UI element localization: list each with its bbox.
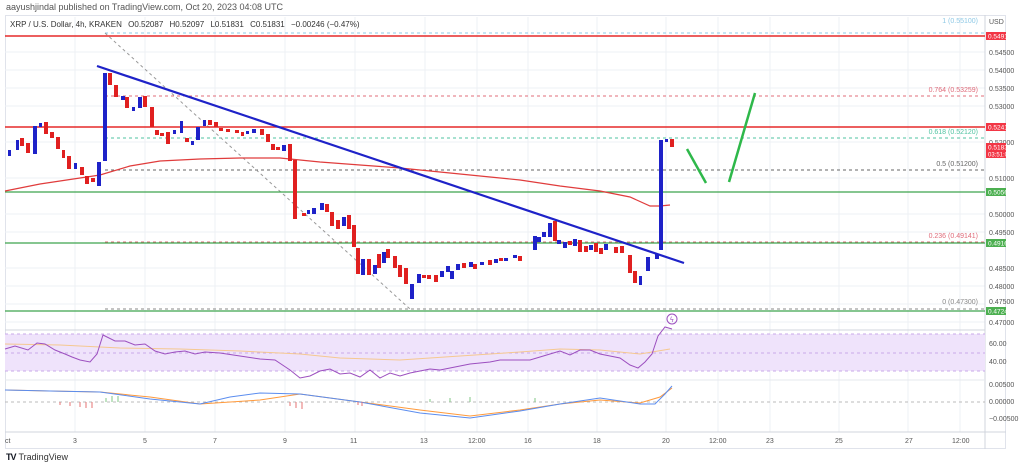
price-tick: 0.53000	[989, 104, 1014, 111]
svg-text:9: 9	[283, 438, 287, 445]
price-tick: 0.47500	[989, 299, 1014, 306]
svg-text:0.52410: 0.52410	[988, 125, 1012, 132]
tradingview-icon: TV	[6, 452, 16, 462]
fib-0236-label: 0.236 (0.49141)	[929, 233, 978, 240]
price-tick: 0.49500	[989, 230, 1014, 237]
rsi-tick: 40.00	[989, 359, 1007, 366]
price-tick: 0.48500	[989, 266, 1014, 273]
svg-text:25: 25	[835, 438, 843, 445]
price-tick: 0.48000	[989, 284, 1014, 291]
svg-text:0.54919: 0.54919	[988, 34, 1012, 41]
price-tick: 0.50000	[989, 212, 1014, 219]
svg-text:13: 13	[420, 438, 428, 445]
fib-0618-label: 0.618 (0.52120)	[929, 129, 978, 136]
price-tag-049162: 0.49162	[986, 239, 1012, 248]
svg-text:12:00: 12:00	[468, 438, 486, 445]
price-tag-054919: 0.54919	[986, 32, 1012, 41]
price-tick: 0.53500	[989, 86, 1014, 93]
ohlc-legend: XRP / U.S. Dollar, 4h, KRAKEN O0.52087 H…	[10, 20, 364, 29]
svg-text:0.50567: 0.50567	[988, 190, 1012, 197]
trendline[interactable]	[96, 64, 685, 265]
fib-0-label: 0 (0.47300)	[942, 299, 978, 306]
projection-up-line[interactable]	[727, 92, 757, 183]
svg-text:12:00: 12:00	[952, 438, 970, 445]
svg-text:5: 5	[143, 438, 147, 445]
svg-text:7: 7	[213, 438, 217, 445]
svg-text:0.47248: 0.47248	[988, 309, 1012, 316]
svg-text:16: 16	[524, 438, 532, 445]
svg-text:20: 20	[662, 438, 670, 445]
svg-text:3: 3	[73, 438, 77, 445]
fib-1-label: 1 (0.55100)	[942, 18, 978, 25]
rsi-tick: 60.00	[989, 341, 1007, 348]
svg-text:0.49162: 0.49162	[988, 241, 1012, 248]
symbol-label[interactable]: XRP / U.S. Dollar, 4h, KRAKEN	[10, 20, 122, 29]
published-info: aayushjindal published on TradingView.co…	[6, 2, 284, 12]
svg-text:0.51831: 0.51831	[988, 145, 1012, 152]
fib-0764-label: 0.764 (0.53259)	[929, 87, 978, 94]
macd-tick: 0.00500	[989, 382, 1014, 389]
current-price-tag: 0.51831 03:51:06	[986, 143, 1012, 159]
rsi-line	[4, 326, 673, 379]
alert-icon[interactable]	[666, 313, 678, 325]
price-tag-050567: 0.50567	[986, 188, 1012, 197]
price-tick: 0.54000	[989, 68, 1014, 75]
price-tick: 0.54500	[989, 50, 1014, 57]
price-tick: 0.51000	[989, 176, 1014, 183]
svg-text:12:00: 12:00	[709, 438, 727, 445]
svg-text:11: 11	[350, 438, 357, 445]
high-value: H0.52097	[169, 20, 205, 29]
currency-label: USD	[989, 19, 1004, 26]
low-value: L0.51831	[210, 20, 244, 29]
svg-text:23: 23	[766, 438, 774, 445]
fib-05-label: 0.5 (0.51200)	[936, 161, 978, 168]
svg-text:18: 18	[593, 438, 601, 445]
time-axis[interactable]: ct 3 5 7 9 11 13 12:00 16 18 20 12:00 23…	[5, 438, 970, 445]
tradingview-name: TradingView	[18, 452, 69, 462]
svg-text:27: 27	[905, 438, 913, 445]
change-value: −0.00246 (−0.47%)	[291, 20, 360, 29]
projection-down-line[interactable]	[685, 148, 708, 184]
price-tag-047248: 0.47248	[986, 307, 1012, 316]
moving-average-line	[4, 157, 671, 207]
price-tick: 0.47000	[989, 320, 1014, 327]
macd-tick: −0.00500	[989, 416, 1018, 423]
candlesticks	[8, 73, 674, 299]
svg-text:03:51:06: 03:51:06	[988, 153, 1012, 159]
svg-text:ct: ct	[5, 438, 11, 445]
tradingview-logo[interactable]: TV TradingView	[6, 452, 68, 462]
price-tag-052410: 0.52410	[986, 123, 1012, 132]
rsi-band	[5, 334, 985, 371]
open-value: O0.52087	[128, 20, 164, 29]
macd-line	[4, 385, 673, 419]
close-value: C0.51831	[250, 20, 285, 29]
macd-tick: 0.00000	[989, 399, 1014, 406]
svg-text:ϟ: ϟ	[670, 316, 675, 324]
